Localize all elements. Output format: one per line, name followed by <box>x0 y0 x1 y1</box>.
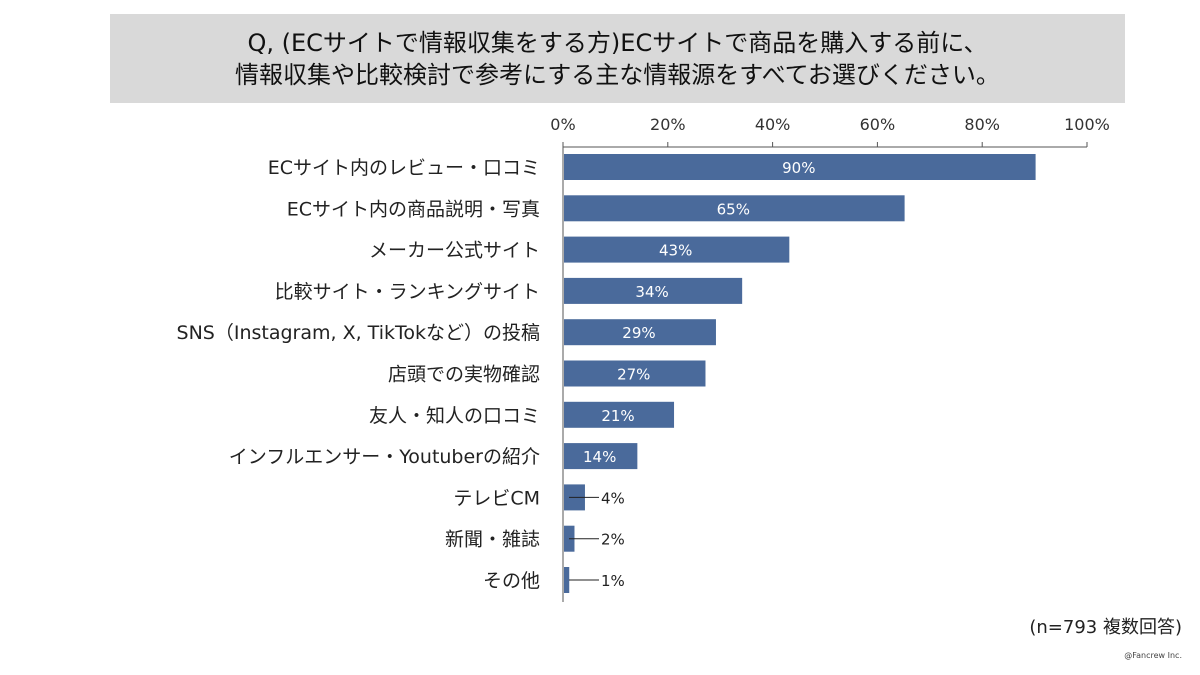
data-label: 29% <box>622 324 655 342</box>
data-label: 27% <box>617 366 650 384</box>
data-label: 14% <box>583 448 616 466</box>
x-tick-label: 20% <box>650 115 686 134</box>
copyright: @Fancrew Inc. <box>1124 651 1182 660</box>
bar <box>564 236 790 263</box>
category-label: インフルエンサー・Youtuberの紹介 <box>229 446 540 468</box>
category-label: テレビCM <box>453 487 540 509</box>
bar <box>564 567 570 593</box>
category-label: ECサイト内の商品説明・写真 <box>287 198 540 220</box>
title-line-2: 情報収集や比較検討で参考にする主な情報源をすべてお選びください。 <box>235 60 1000 89</box>
category-label: 友人・知人の口コミ <box>369 405 540 427</box>
x-tick-label: 100% <box>1064 115 1110 134</box>
x-tick-label: 40% <box>755 115 791 134</box>
data-label: 34% <box>635 283 668 301</box>
category-label: 店頭での実物確認 <box>388 364 540 386</box>
category-label: メーカー公式サイト <box>369 240 540 262</box>
category-label: 新聞・雑誌 <box>445 529 540 551</box>
data-label: 4% <box>601 489 625 507</box>
sample-note: (n=793 複数回答) <box>1029 617 1182 638</box>
bar <box>564 319 716 346</box>
x-tick-label: 0% <box>550 115 575 134</box>
data-label: 43% <box>659 242 692 260</box>
x-tick-label: 60% <box>860 115 896 134</box>
bar <box>564 401 675 428</box>
category-label: ECサイト内のレビュー・口コミ <box>268 157 540 179</box>
bar <box>564 195 905 222</box>
data-label: 2% <box>601 531 625 549</box>
category-label: その他 <box>483 570 540 592</box>
data-label: 65% <box>717 200 750 218</box>
bar <box>564 277 743 304</box>
x-tick-label: 80% <box>964 115 1000 134</box>
bar <box>564 360 706 387</box>
data-label: 1% <box>601 572 625 590</box>
category-label: SNS（Instagram, X, TikTokなど）の投稿 <box>177 322 540 344</box>
data-label: 90% <box>782 159 815 177</box>
category-label: 比較サイト・ランキングサイト <box>275 281 540 303</box>
chart-title: Q, (ECサイトで情報収集をする方)ECサイトで商品を購入する前に、 情報収集… <box>110 14 1125 103</box>
title-line-1: Q, (ECサイトで情報収集をする方)ECサイトで商品を購入する前に、 <box>247 28 988 57</box>
bar <box>564 443 638 470</box>
bar <box>564 154 1036 180</box>
data-label: 21% <box>601 407 634 425</box>
